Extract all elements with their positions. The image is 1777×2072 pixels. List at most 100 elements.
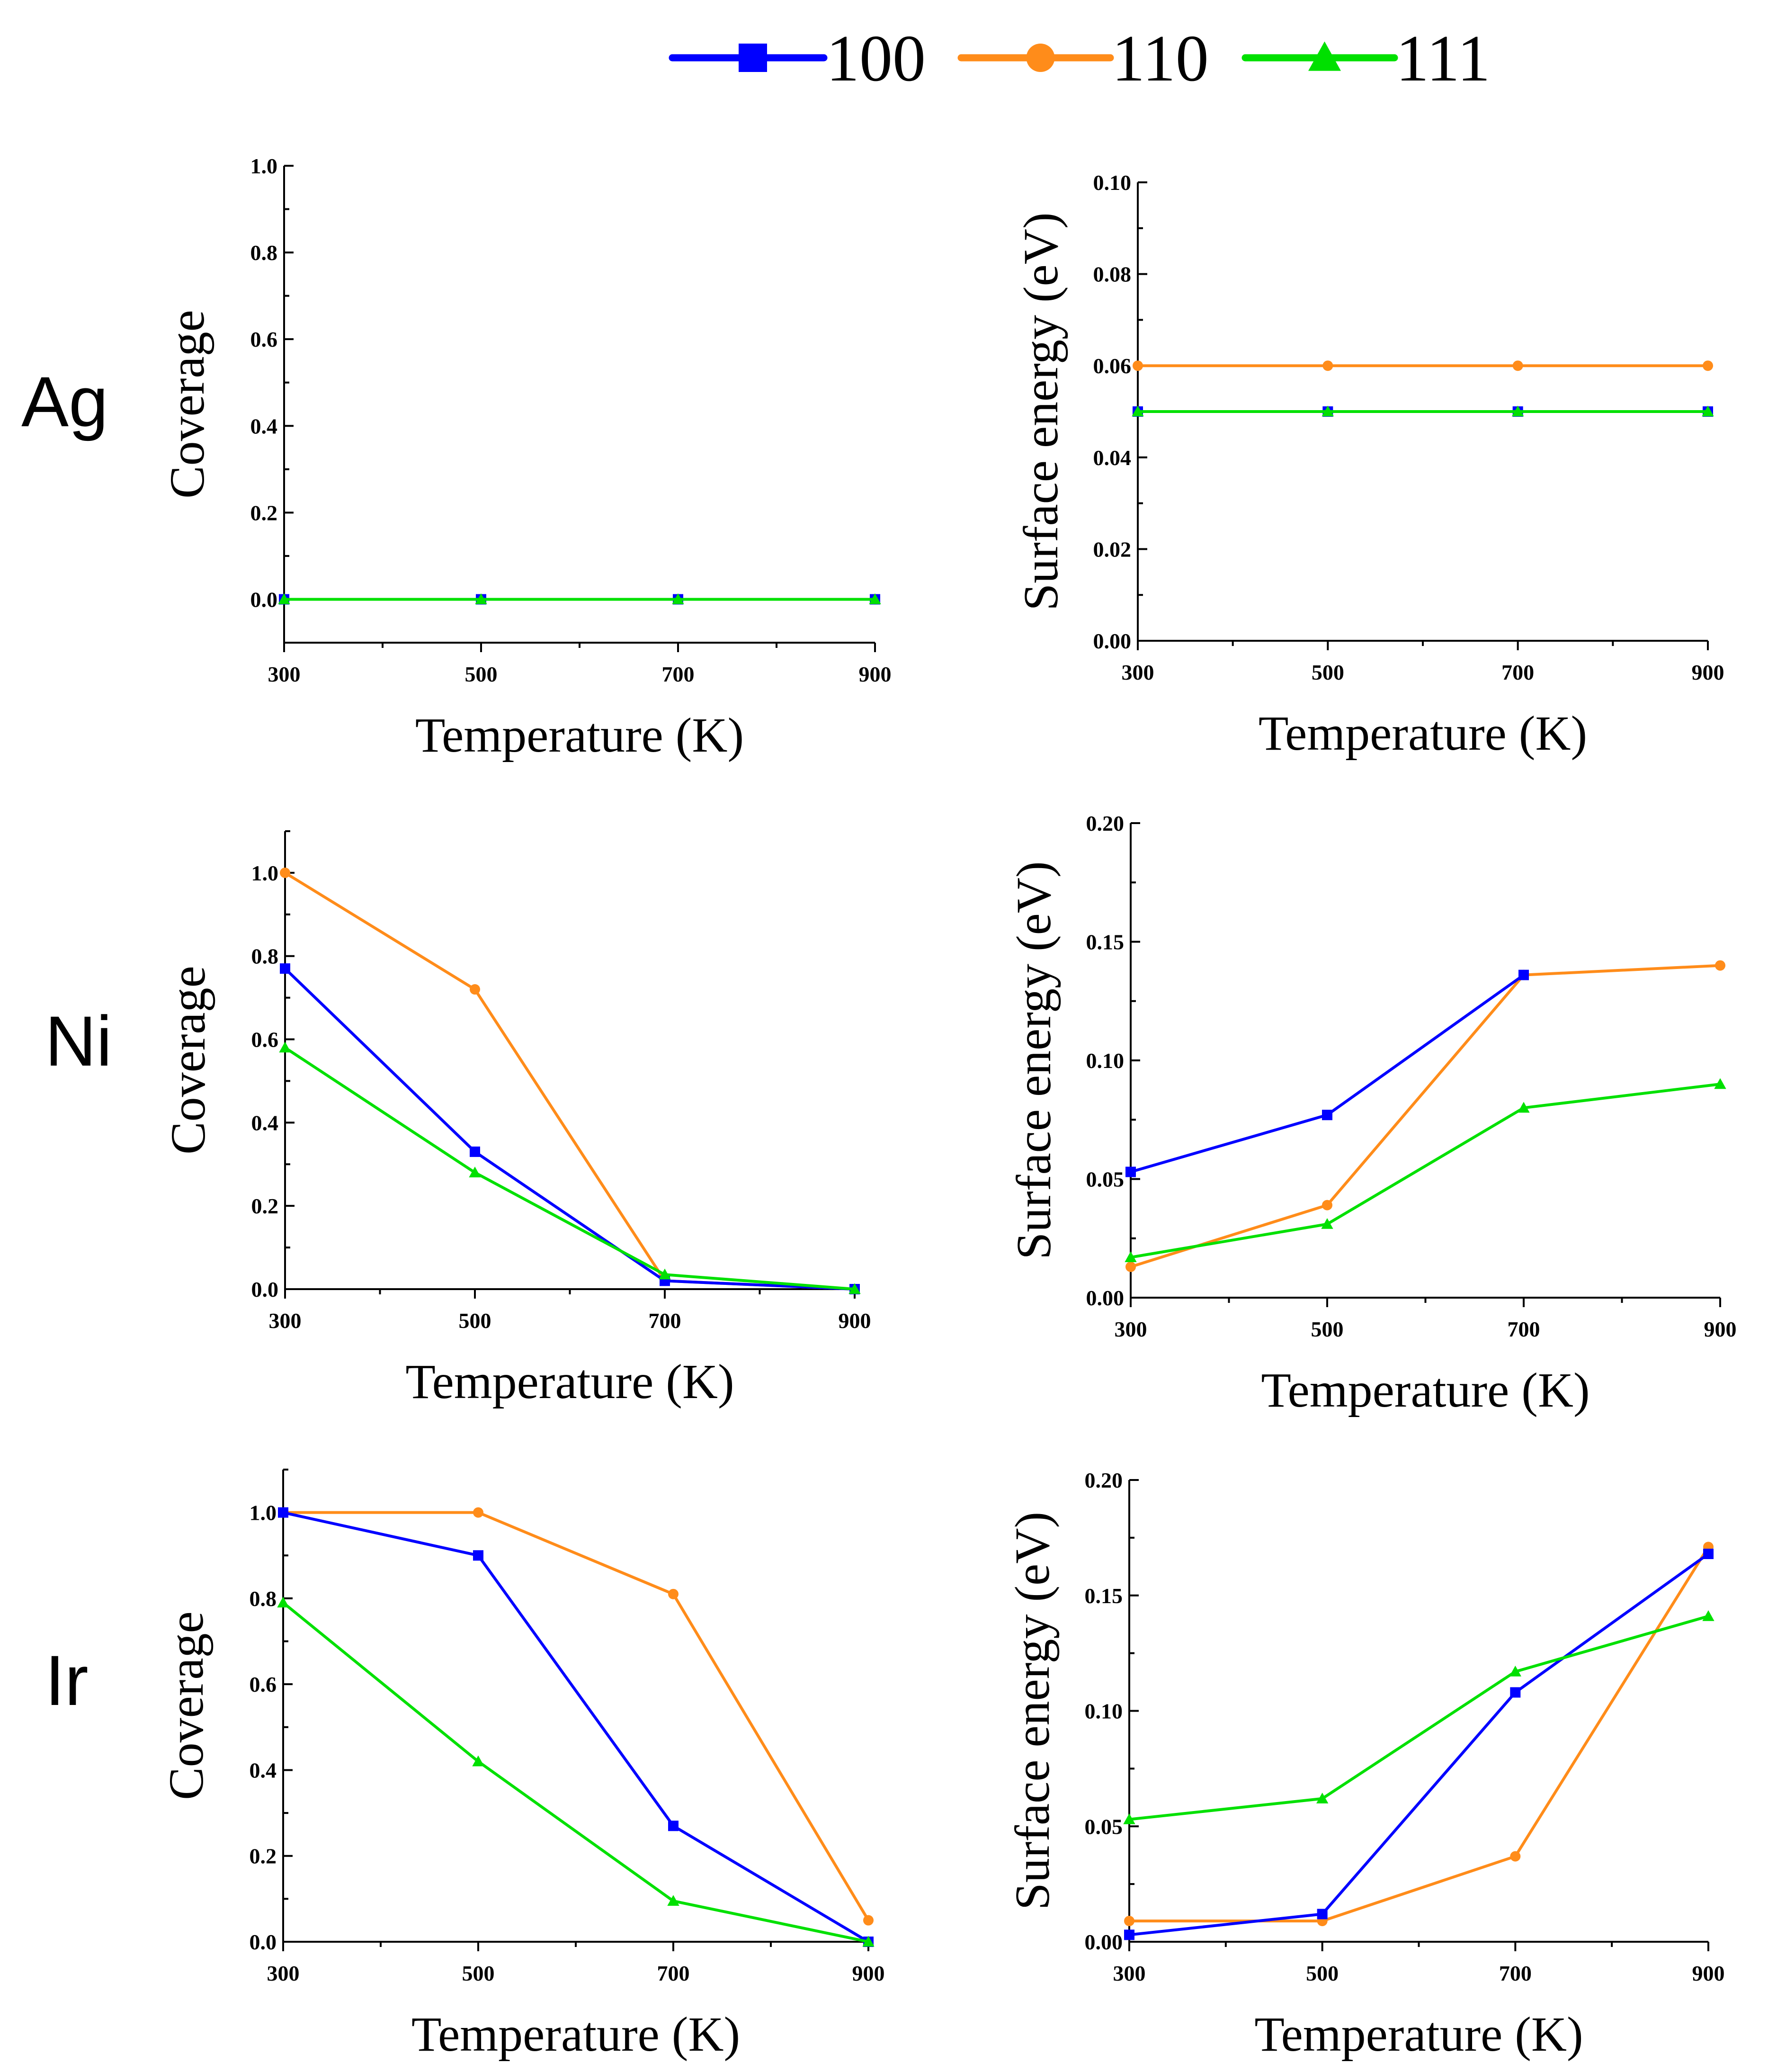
data-point-111	[279, 1041, 291, 1053]
y-tick-label: 0.04	[1093, 446, 1132, 470]
data-point-100	[1317, 1909, 1328, 1920]
y-tick-label: 0.4	[250, 1758, 277, 1782]
data-point-111	[672, 593, 684, 604]
legend-marker-111	[1308, 41, 1341, 71]
x-tick-label: 300	[1115, 1317, 1147, 1341]
y-tick-label: 0.00	[1085, 1930, 1123, 1954]
data-point-110	[1715, 960, 1725, 971]
data-point-110	[1703, 360, 1713, 371]
row-label-ag: Ag	[21, 362, 108, 441]
row-label-ni: Ni	[45, 1001, 112, 1081]
y-tick-label: 0.6	[250, 327, 278, 351]
data-point-111	[667, 1895, 679, 1906]
x-axis-title: Temperature (K)	[1254, 2007, 1583, 2062]
data-point-100	[668, 1821, 679, 1831]
y-tick-label: 0.0	[250, 587, 278, 611]
y-tick-label: 0.15	[1085, 1584, 1123, 1608]
series-line-111	[282, 1601, 869, 1943]
x-tick-label: 500	[465, 662, 498, 686]
data-point-110	[1124, 1916, 1134, 1927]
y-tick-label: 1.0	[251, 861, 279, 885]
data-point-111	[469, 1166, 481, 1177]
data-point-100	[1518, 969, 1529, 980]
x-tick-label: 900	[839, 1309, 871, 1333]
data-point-100	[473, 1550, 483, 1561]
series-111	[277, 1597, 875, 1947]
series-line-110	[283, 1511, 870, 1921]
y-tick-label: 0.0	[250, 1930, 277, 1954]
data-point-111	[1512, 405, 1524, 417]
data-point-100	[1124, 1929, 1134, 1940]
panel-ni-coverage: 300 500 700 900 0.0 0.2 0.4 0.6 0.8 1.0 Temperatur…	[161, 830, 871, 1409]
y-tick-label: 0.08	[1093, 262, 1132, 287]
legend-marker-110	[1026, 44, 1055, 72]
x-tick-label: 300	[268, 662, 301, 686]
x-tick-label: 700	[662, 662, 695, 686]
data-point-110	[473, 1507, 483, 1518]
x-tick-label: 700	[649, 1309, 681, 1333]
panel-ir-coverage: 300 500 700 900 0.0 0.2 0.4 0.6 0.8 1.0 Temperatur…	[159, 1469, 885, 2062]
data-point-100	[470, 1146, 480, 1157]
row-labels: Ag Ni Ir	[21, 362, 112, 1720]
data-point-100	[1510, 1687, 1521, 1698]
y-axis-title: Coverage	[160, 310, 214, 498]
x-tick-label: 300	[1122, 660, 1154, 684]
x-tick-label: 300	[1113, 1961, 1146, 1985]
y-tick-label: 0.8	[250, 241, 278, 265]
data-point-111	[869, 593, 881, 604]
series-110	[1124, 1542, 1714, 1927]
x-tick-label: 900	[1692, 1961, 1725, 1985]
y-tick-label: 0.00	[1093, 629, 1132, 653]
series-111	[278, 593, 881, 604]
panel-ag-surface-energy: 300 500 700 900 0.00 0.02 0.04 0.06 0.08 0.10 Temp…	[1014, 170, 1724, 761]
y-tick-label: 0.4	[250, 414, 278, 438]
panels: 300 500 700 900 0.0 0.2 0.4 0.6 0.8 1.0 Temperatur…	[159, 154, 1737, 2062]
panel-ni-surface-energy: 300 500 700 900 0.00 0.05 0.10 0.15 0.20 Temperat…	[1007, 811, 1737, 1417]
data-point-110	[1125, 1261, 1136, 1272]
y-tick-label: 0.2	[251, 1194, 279, 1218]
data-point-110	[1512, 360, 1523, 371]
data-point-110	[1510, 1851, 1521, 1862]
data-point-111	[475, 593, 487, 604]
data-point-110	[1322, 360, 1333, 371]
y-tick-label: 0.6	[250, 1672, 277, 1696]
y-tick-label: 0.20	[1086, 811, 1125, 835]
series-line-100	[284, 967, 855, 1291]
x-tick-label: 500	[1306, 1961, 1339, 1985]
y-tick-label: 0.10	[1086, 1049, 1125, 1073]
x-tick-label: 900	[1704, 1317, 1737, 1341]
x-axis-title: Temperature (K)	[1259, 706, 1587, 761]
data-point-111	[659, 1268, 671, 1280]
y-tick-label: 0.2	[250, 1844, 277, 1868]
y-tick-label: 0.20	[1085, 1468, 1123, 1492]
series-line-110	[1129, 1546, 1710, 1923]
data-point-111	[848, 1283, 861, 1294]
x-tick-label: 500	[1311, 1317, 1344, 1341]
y-tick-label: 0.02	[1093, 537, 1132, 561]
data-point-110	[668, 1588, 679, 1599]
y-tick-label: 0.06	[1093, 354, 1132, 378]
data-point-110	[863, 1915, 874, 1926]
data-point-111	[278, 593, 290, 604]
panel-ir-surface-energy: 300 500 700 900 0.00 0.05 0.10 0.15 0.20 Temperat…	[1005, 1468, 1725, 2062]
legend: 100 110 111	[669, 22, 1491, 95]
x-tick-label: 500	[1312, 660, 1344, 684]
x-axis-title: Temperature (K)	[405, 1354, 734, 1409]
data-point-111	[1702, 405, 1714, 417]
y-tick-label: 0.6	[251, 1028, 279, 1052]
y-axis-title: Surface energy (eV)	[1007, 861, 1061, 1259]
x-tick-label: 500	[459, 1309, 491, 1333]
series-line-100	[283, 1511, 869, 1943]
data-point-111	[1702, 1610, 1714, 1621]
series-100	[278, 1507, 874, 1947]
legend-item-111: 111	[1241, 22, 1491, 95]
x-tick-label: 300	[267, 1961, 300, 1985]
x-tick-label: 300	[269, 1309, 302, 1333]
data-point-111	[277, 1597, 289, 1608]
data-point-111	[1316, 1793, 1329, 1803]
legend-label-100: 100	[826, 22, 926, 95]
data-point-111	[1321, 1218, 1333, 1229]
data-point-110	[1133, 360, 1143, 371]
data-point-110	[470, 984, 480, 995]
